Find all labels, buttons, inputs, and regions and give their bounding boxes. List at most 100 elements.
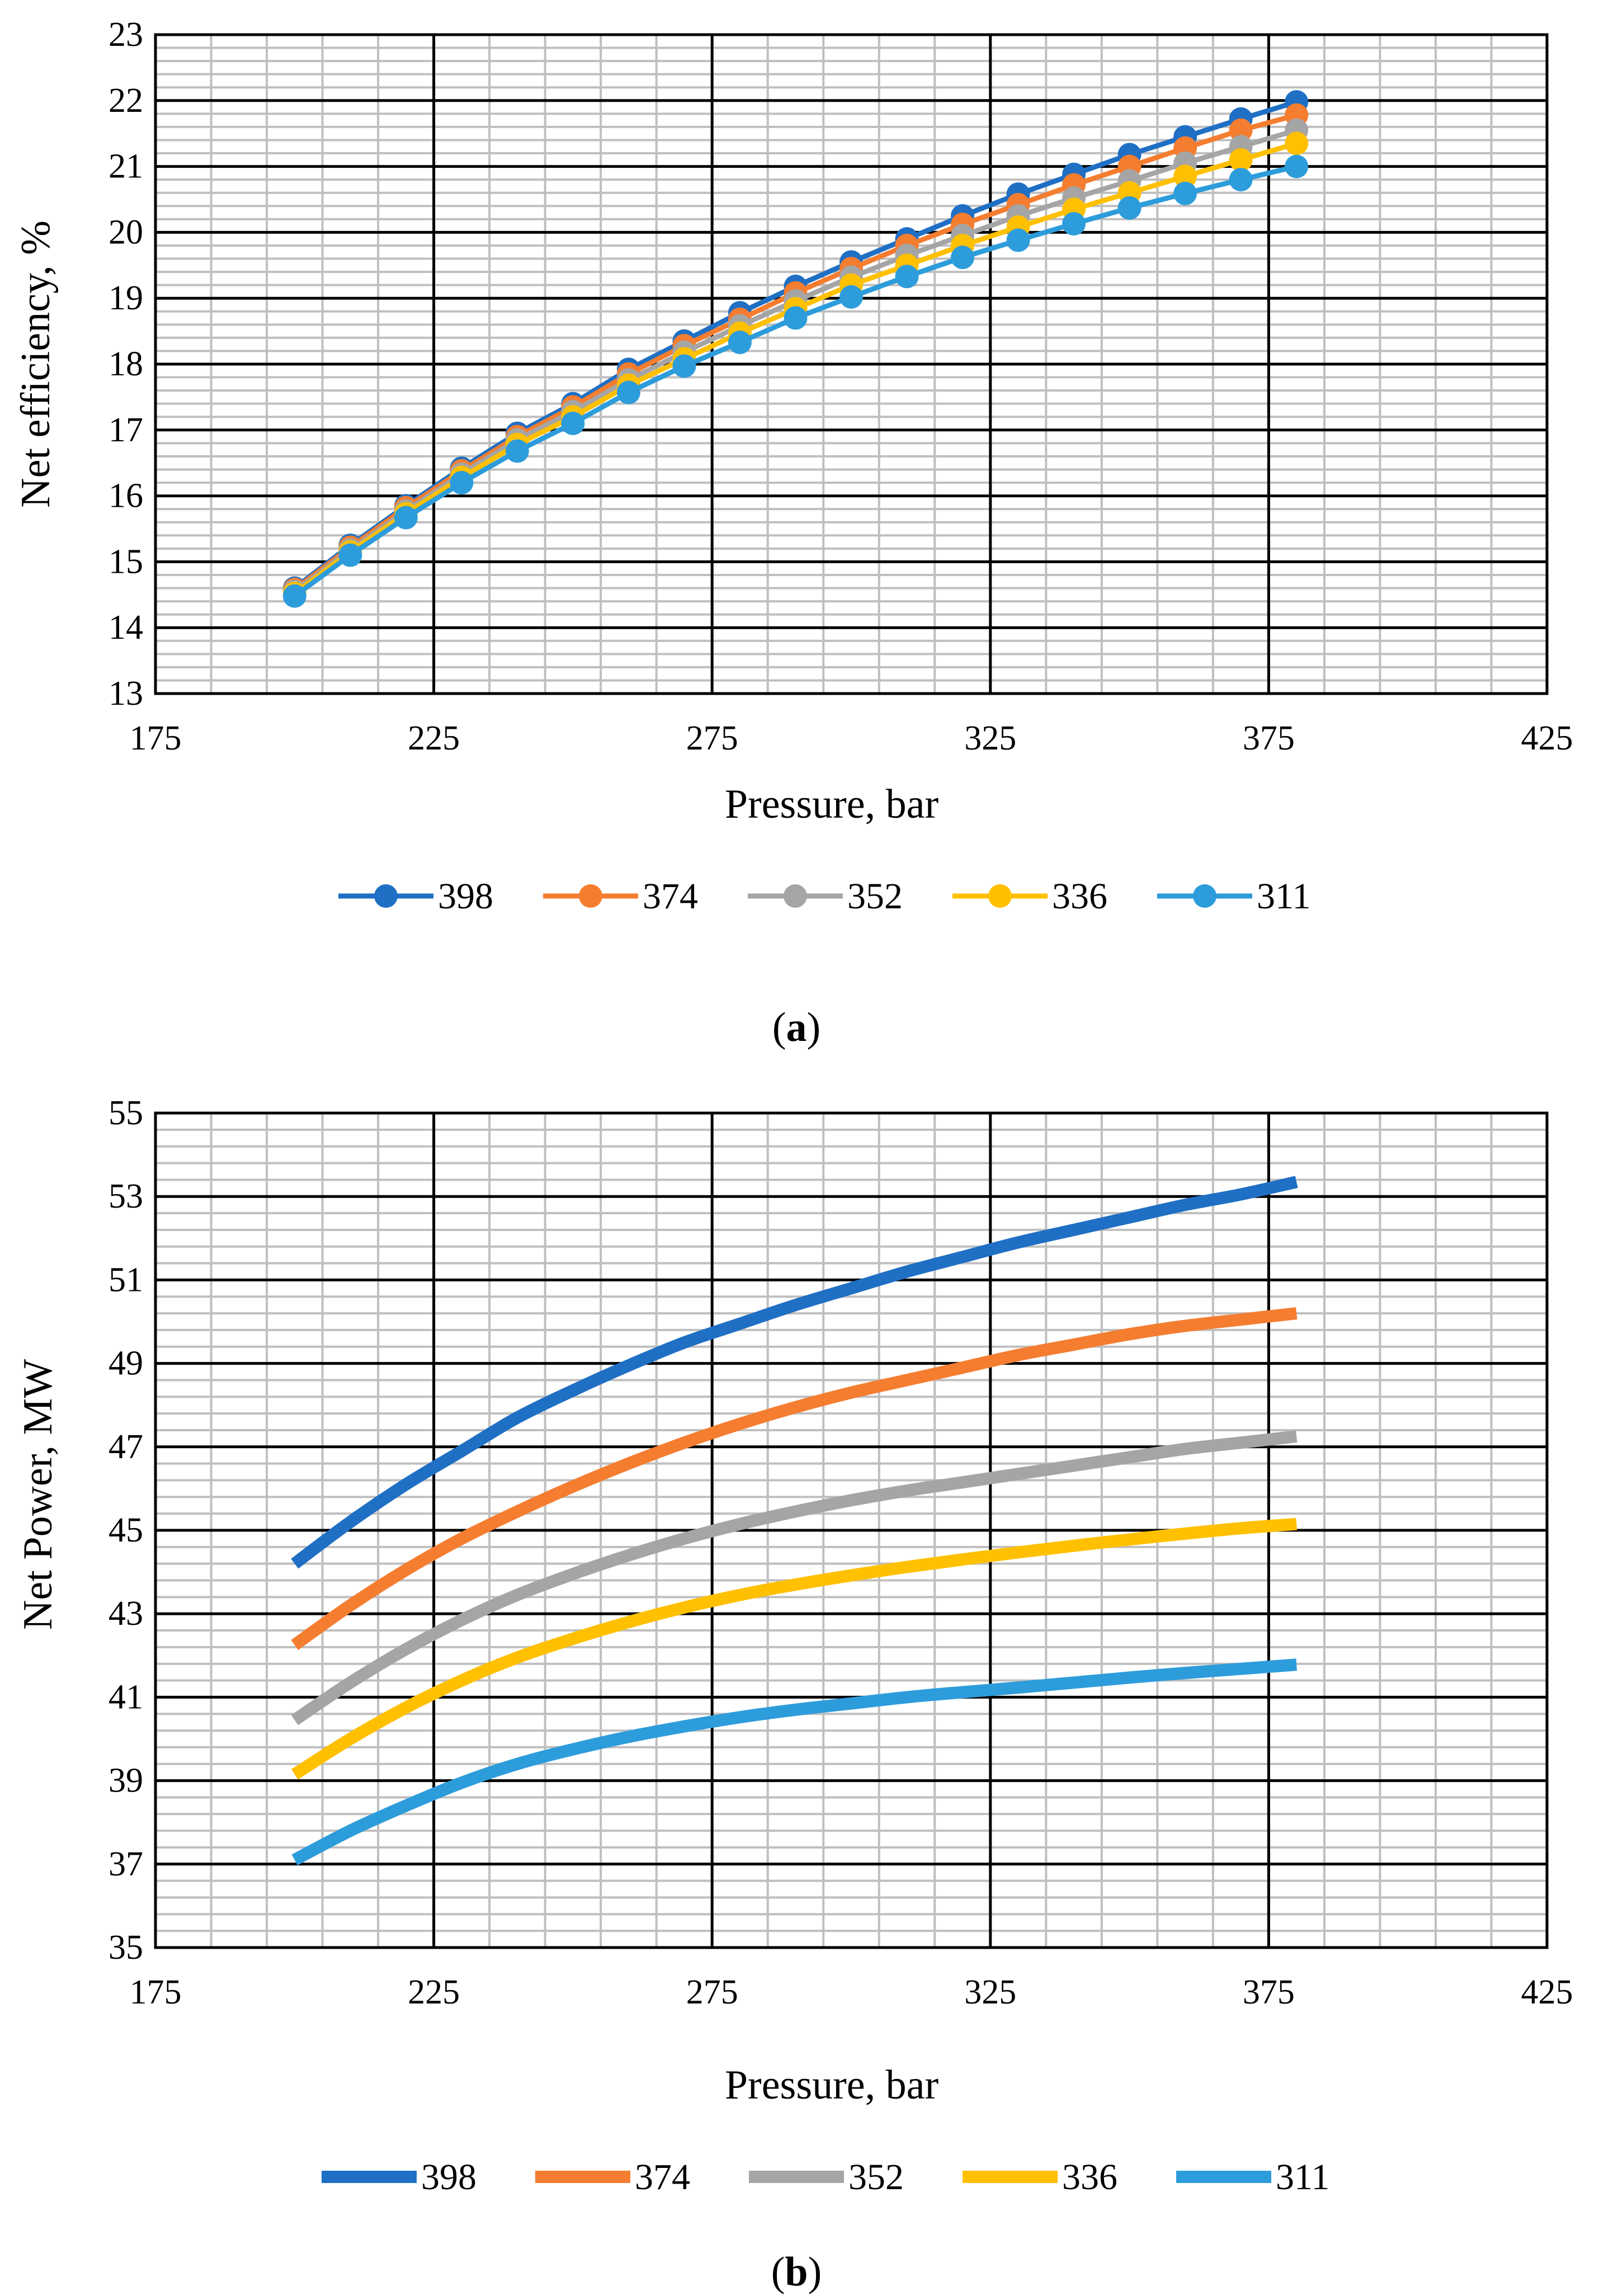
chart-a: 13 14 15 16 17 18 19 20 21 22 23 175 225 275 325 375 42… [13,16,1573,917]
series-line-374 [291,1307,1298,1651]
plot-border [154,1111,1549,1949]
x-tick-label: 425 [1521,719,1573,757]
data-point-311 [616,380,640,404]
y-tick-labels-b: 35 37 39 41 43 45 47 49 51 53 55 [109,1094,143,1967]
series-line-398 [291,1176,1298,1569]
y-tick-label: 21 [109,148,143,186]
series-line-336 [291,1517,1298,1780]
data-point-311 [505,439,529,463]
plot-border-a [154,33,1549,695]
x-tick-label: 325 [964,1973,1016,2011]
y-tick-label: 23 [109,16,143,54]
data-point-311 [728,331,752,355]
data-point-311 [394,506,418,530]
x-tick-label: 225 [408,719,460,757]
x-tick-labels-a: 175 225 275 325 375 425 [130,719,1573,757]
caption-a: (a) [772,1005,821,1050]
plot-border [154,33,1549,695]
data-point-311 [1285,154,1309,178]
x-tick-label: 225 [408,1973,460,2011]
y-tick-label: 55 [109,1094,143,1132]
x-axis-title-b: Pressure, bar [725,2062,938,2108]
y-tick-label: 17 [109,411,143,449]
x-tick-label: 175 [130,1973,182,2011]
x-tick-label: 175 [130,719,182,757]
y-tick-label: 19 [109,279,143,317]
data-point-336 [1173,164,1197,188]
data-point-311 [1173,181,1197,205]
data-point-336 [1285,131,1309,155]
caption-b-letter: b [785,2249,808,2295]
y-tick-label: 16 [109,477,143,515]
legend-label-311: 311 [1257,876,1311,917]
y-tick-label: 51 [109,1261,143,1299]
y-tick-label: 15 [109,543,143,581]
data-point-311 [1229,168,1253,192]
y-axis-title-a: Net efficiency, % [13,220,59,508]
y-tick-label: 45 [109,1511,143,1549]
y-tick-label: 35 [109,1929,143,1967]
y-axis-title-b: Net Power, MW [15,1359,61,1630]
legend-label-336: 336 [1062,2157,1117,2198]
x-tick-label: 375 [1243,719,1295,757]
legend-marker-398 [374,884,398,908]
y-tick-label: 43 [109,1595,143,1633]
legend-label-336: 336 [1052,876,1107,917]
y-tick-label: 13 [109,675,143,713]
data-point-311 [1117,196,1142,220]
x-tick-label: 275 [686,1973,738,2011]
x-tick-label: 325 [964,719,1016,757]
legend-label-398: 398 [438,876,493,917]
data-point-311 [561,412,585,436]
series-line-336 [293,141,1298,596]
y-tick-label: 18 [109,345,143,383]
chart-b: 35 37 39 41 43 45 47 49 51 53 55 175 225 275 325 375 42… [15,1094,1573,2198]
data-point-311 [839,285,863,309]
y-tick-labels-a: 13 14 15 16 17 18 19 20 21 22 23 [109,16,143,713]
legend-b: 398 374 352 336 311 [322,2157,1330,2198]
data-point-311 [672,354,696,378]
x-tick-label: 425 [1521,1973,1573,2011]
series-line-311 [291,1658,1298,1866]
x-tick-label: 275 [686,719,738,757]
legend-label-374: 374 [643,876,698,917]
legend-label-352: 352 [847,876,903,917]
legend-a: 398 374 352 336 311 [338,876,1311,917]
x-axis-title-a: Pressure, bar [725,781,938,827]
y-tick-label: 14 [109,609,143,647]
data-point-311 [1062,212,1086,236]
legend-label-352: 352 [848,2157,904,2198]
series-group-a [282,90,1309,608]
legend-label-398: 398 [421,2157,477,2198]
legend-marker-352 [784,884,807,908]
plot-border-b [154,1111,1549,1949]
legend-label-311: 311 [1276,2157,1330,2198]
data-point-311 [338,543,362,567]
data-point-311 [450,471,474,495]
y-tick-label: 53 [109,1177,143,1215]
y-tick-label: 47 [109,1428,143,1466]
x-tick-label: 375 [1243,1973,1295,2011]
series-line-352 [291,1430,1298,1725]
y-tick-label: 39 [109,1762,143,1800]
data-point-311 [1006,228,1030,252]
y-tick-label: 37 [109,1845,143,1883]
y-tick-label: 49 [109,1345,143,1383]
series-line-311 [293,164,1298,598]
legend-marker-336 [988,884,1012,908]
data-point-311 [784,306,808,330]
grid-a [154,33,1549,695]
y-tick-label: 20 [109,213,143,251]
legend-label-374: 374 [635,2157,690,2198]
caption-a-letter: a [786,1005,807,1050]
legend-marker-374 [579,884,602,908]
series-group-b [291,1176,1298,1866]
data-point-336 [1229,148,1253,172]
data-point-311 [951,246,975,270]
data-point-374 [1229,118,1253,142]
legend-marker-311 [1193,884,1216,908]
y-tick-label: 22 [109,82,143,120]
data-point-311 [895,265,919,289]
grid-b [154,1111,1549,1949]
caption-b: (b) [771,2249,822,2295]
